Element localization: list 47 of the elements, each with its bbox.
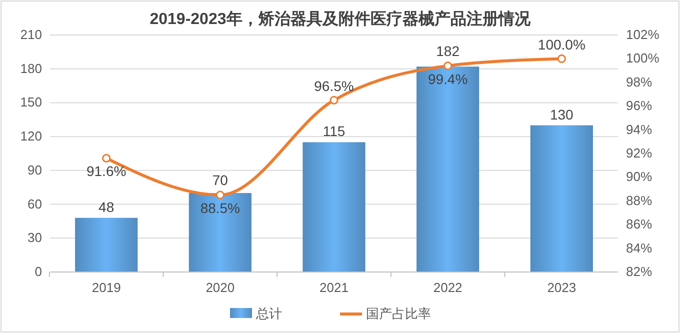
point bbox=[216, 190, 224, 200]
data-label: 91.6% bbox=[86, 163, 126, 180]
x-tick-label: 2021 bbox=[320, 280, 348, 295]
data-label: 48 bbox=[98, 198, 114, 215]
point bbox=[557, 54, 566, 64]
bar bbox=[530, 125, 593, 272]
y2-tick-label: 100% bbox=[626, 50, 660, 66]
y-tick-label: 180 bbox=[20, 60, 42, 76]
legend-label: 总计 bbox=[255, 306, 282, 321]
data-label: 70 bbox=[212, 172, 228, 188]
legend-label: 国产占比率 bbox=[366, 306, 431, 321]
y2-tick-label: 102% bbox=[626, 27, 660, 42]
point bbox=[102, 154, 111, 163]
data-label: 115 bbox=[322, 123, 346, 140]
y-tick-label: 90 bbox=[28, 162, 42, 178]
y2-tick-label: 92% bbox=[626, 146, 652, 160]
point bbox=[444, 62, 452, 70]
x-tick-label: 2020 bbox=[206, 280, 235, 295]
x-tick-label: 2022 bbox=[433, 280, 462, 295]
data-label: 96.5% bbox=[314, 78, 354, 94]
data-label: 99.4% bbox=[428, 70, 468, 87]
bar bbox=[188, 193, 252, 272]
y-tick-label: 150 bbox=[20, 94, 42, 110]
y-tick-label: 210 bbox=[20, 27, 42, 42]
point bbox=[330, 96, 338, 104]
bar bbox=[75, 218, 138, 272]
y2-tick-label: 98% bbox=[626, 74, 652, 90]
data-label: 88.5% bbox=[200, 200, 240, 216]
bar bbox=[302, 142, 366, 272]
data-label: 130 bbox=[550, 106, 574, 122]
y2-tick-label: 94% bbox=[626, 122, 652, 137]
x-tick-label: 2023 bbox=[547, 280, 576, 295]
chart-title: 2019-2023年，矫治器具及附件医疗器械产品注册情况 bbox=[150, 10, 532, 28]
y-tick-label: 30 bbox=[28, 230, 42, 246]
data-label: 100.0% bbox=[538, 36, 586, 53]
y2-tick-label: 84% bbox=[626, 240, 652, 256]
x-tick-label: 2019 bbox=[92, 280, 121, 295]
y2-tick-label: 96% bbox=[626, 98, 652, 114]
bar bbox=[416, 66, 480, 272]
data-label: 182 bbox=[436, 42, 460, 59]
y-tick-label: 0 bbox=[34, 264, 42, 279]
y2-tick-label: 88% bbox=[626, 192, 652, 208]
y2-tick-label: 90% bbox=[626, 169, 652, 184]
y-tick-label: 120 bbox=[20, 128, 42, 144]
y-tick-label: 60 bbox=[28, 196, 42, 212]
y2-tick-label: 86% bbox=[626, 216, 652, 232]
y2-tick-label: 82% bbox=[626, 264, 652, 279]
